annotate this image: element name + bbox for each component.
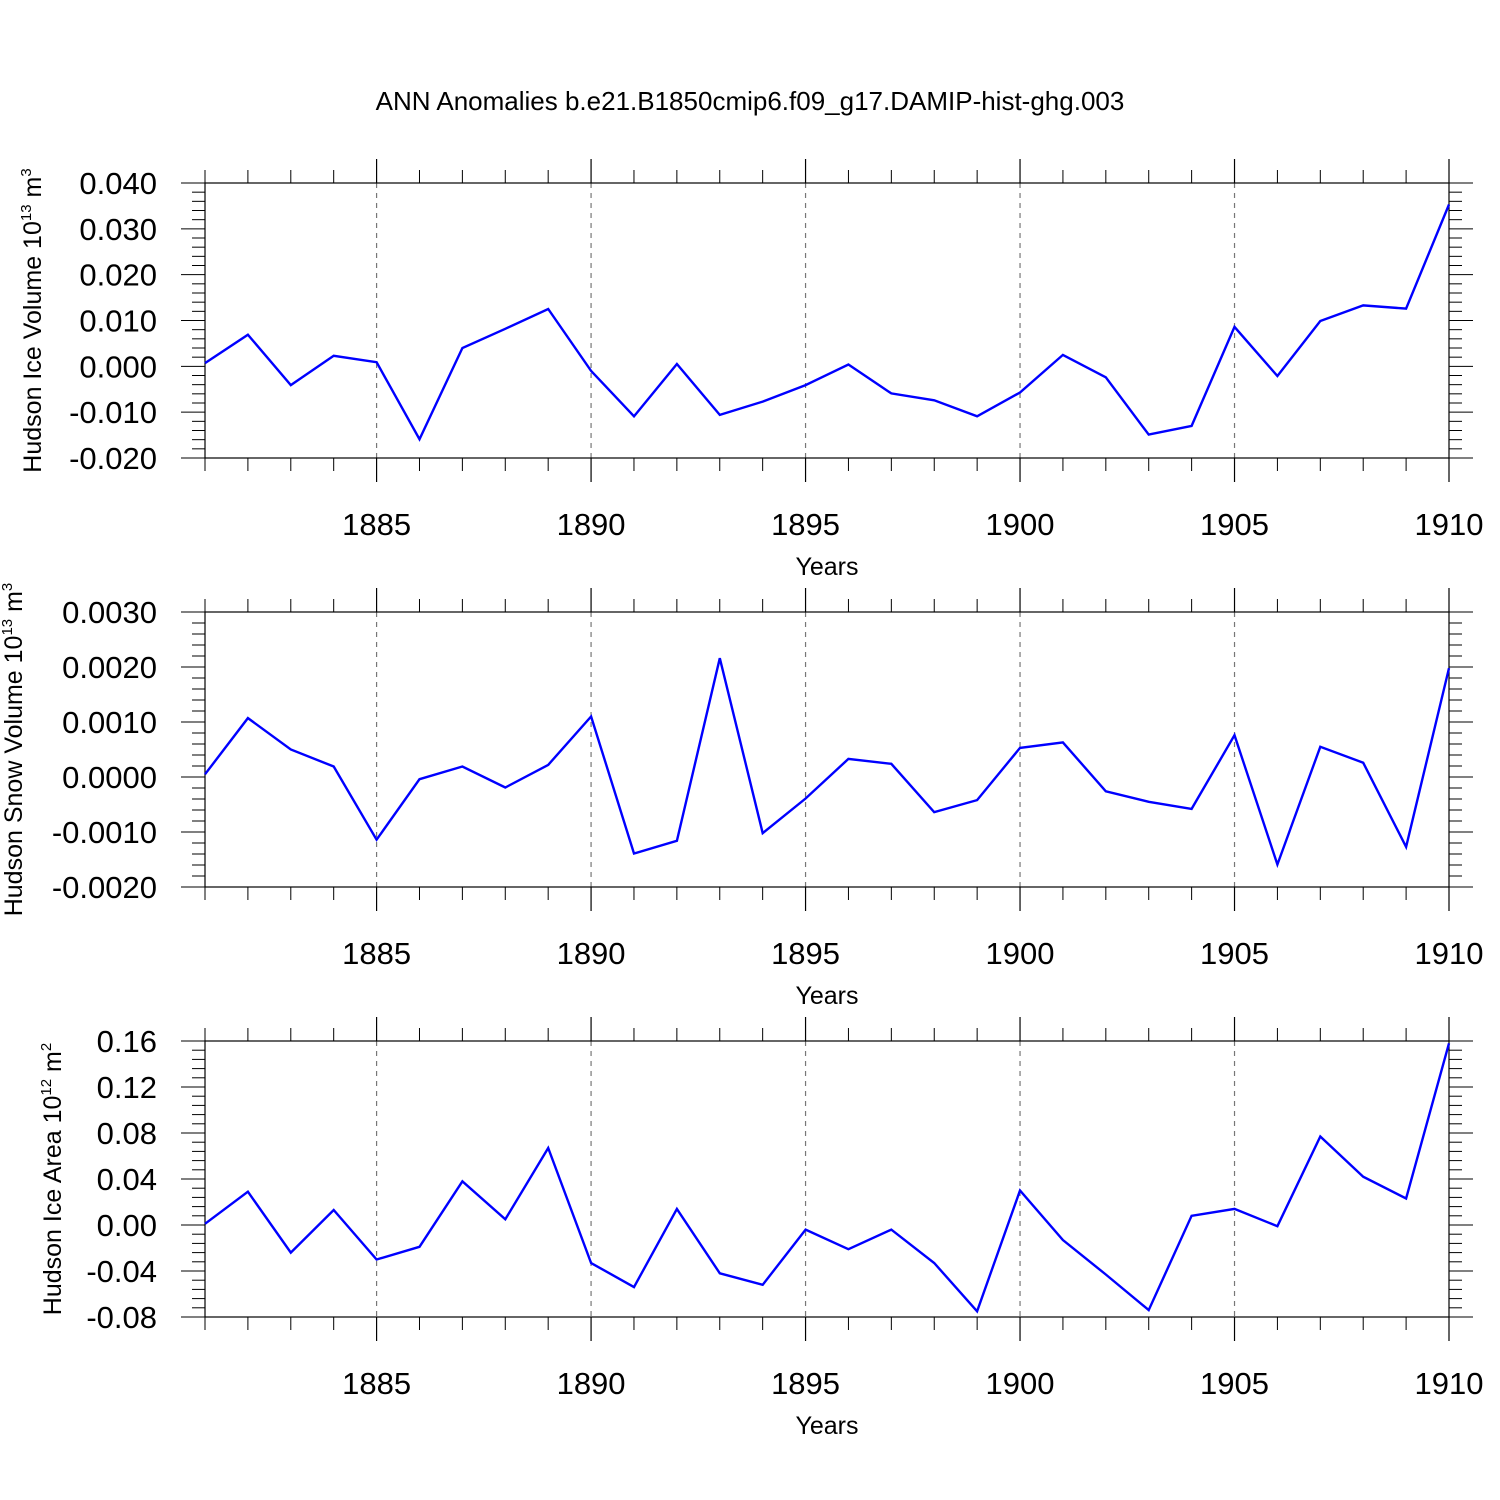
x-tick-label: 1905 [1200,1366,1269,1401]
x-axis-label: Years [795,982,858,1010]
y-tick-label: 0.000 [79,349,157,384]
x-tick-label: 1900 [986,1366,1055,1401]
y-tick-label: -0.04 [86,1254,157,1289]
y-tick-label: -0.08 [86,1300,157,1335]
y-tick-label: 0.16 [97,1024,157,1059]
plot-frame [204,182,1450,459]
y-axis-label: Hudson Ice Area 1012 m2 [38,1043,67,1315]
y-tick-label: 0.04 [97,1162,157,1197]
x-tick-label: 1890 [557,1366,626,1401]
x-tick-label: 1910 [1415,936,1484,971]
x-axis-label: Years [795,1412,858,1440]
plot-frame [204,1040,1450,1318]
y-tick-label: 0.08 [97,1116,157,1151]
x-tick-label: 1895 [771,936,840,971]
x-tick-label: 1900 [986,507,1055,542]
y-tick-label: 0.0030 [62,595,157,630]
y-tick-label: 0.0000 [62,760,157,795]
x-tick-label: 1905 [1200,936,1269,971]
x-tick-label: 1905 [1200,507,1269,542]
y-tick-label: 0.020 [79,258,157,293]
x-tick-label: 1895 [771,507,840,542]
y-tick-label: 0.0010 [62,705,157,740]
y-tick-label: -0.0010 [52,815,157,850]
panel-ice-volume: -0.020 -0.010 0.000 0.010 0.020 0.030 0.040 188… [18,159,1483,581]
series-line-ice-volume [204,204,1451,442]
y-axis-label: Hudson Snow Volume 1013 m3 [0,583,28,917]
series-line-snow-volume [204,657,1451,869]
panel-snow-volume: -0.0020 -0.0010 0.0000 0.0010 0.0020 0.0030 18… [0,583,1483,1010]
y-tick-label: 0.030 [79,212,157,247]
y-tick-label: -0.0020 [52,870,157,905]
plot-frame [204,611,1450,888]
y-tick-label: 0.0020 [62,650,157,685]
y-tick-label: 0.010 [79,304,157,339]
x-tick-label: 1900 [986,936,1055,971]
y-tick-label: 0.00 [97,1208,157,1243]
y-tick-label: 0.040 [79,166,157,201]
y-tick-label: 0.12 [97,1070,157,1105]
x-tick-label: 1890 [557,936,626,971]
y-axis-label: Hudson Ice Volume 1013 m3 [18,168,47,472]
series-line-ice-area [204,1042,1451,1314]
panels-container: -0.020 -0.010 0.000 0.010 0.020 0.030 0.040 188… [0,159,1483,1440]
chart-title: ANN Anomalies b.e21.B1850cmip6.f09_g17.D… [376,86,1125,116]
x-tick-label: 1890 [557,507,626,542]
x-tick-label: 1885 [342,507,411,542]
y-tick-label: -0.020 [69,441,157,476]
x-tick-label: 1885 [342,1366,411,1401]
x-tick-label: 1910 [1415,507,1484,542]
x-tick-label: 1910 [1415,1366,1484,1401]
x-tick-label: 1885 [342,936,411,971]
y-tick-label: -0.010 [69,395,157,430]
x-axis-label: Years [795,553,858,581]
x-tick-label: 1895 [771,1366,840,1401]
panel-ice-area: -0.08 -0.04 0.00 0.04 0.08 0.12 0.16 1885 1890 18… [38,1017,1483,1440]
